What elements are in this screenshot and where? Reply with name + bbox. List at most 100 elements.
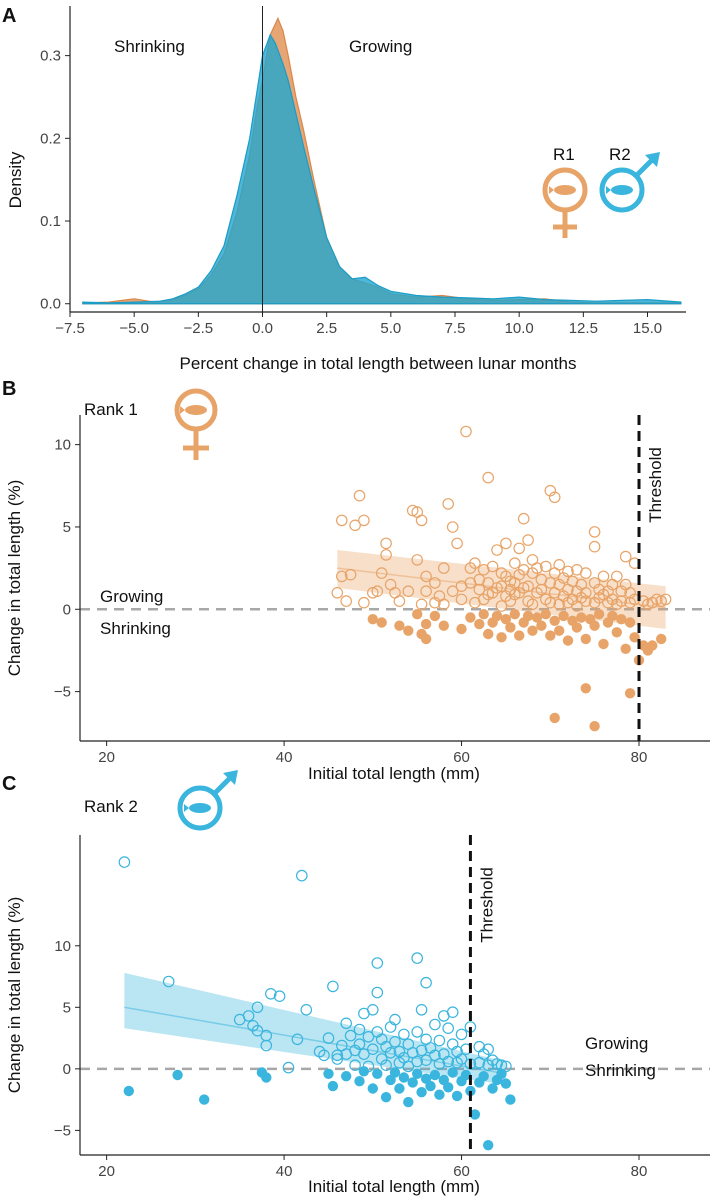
trend-line (337, 567, 666, 609)
growing-point (548, 491, 561, 504)
density-areas (82, 16, 682, 305)
shrinking-point (509, 609, 520, 620)
shrinking-point (425, 1080, 436, 1092)
shrinking-label: Shrinking (114, 37, 185, 56)
density-y-tick-label: 0.0 (40, 296, 61, 313)
density-x-tick-label: −5.0 (119, 320, 149, 337)
growing-point (335, 514, 348, 527)
shrinking-point (429, 1069, 441, 1081)
growing-point (451, 537, 463, 550)
male-symbol-icon (599, 152, 660, 213)
shrinking-point (341, 1071, 352, 1082)
scatter-points (331, 425, 672, 732)
growing-point (517, 512, 530, 525)
growing-point (398, 1028, 410, 1041)
shrinking-point (420, 618, 432, 630)
legend-r1-label: R1 (553, 145, 575, 164)
growing-point (402, 585, 415, 597)
rank2-x-tick-label: 40 (276, 1163, 293, 1180)
growing-point (508, 557, 521, 569)
growing-point (353, 1038, 366, 1050)
growing-point (420, 976, 432, 989)
density-x-tick-label: 0.0 (252, 320, 273, 337)
growing-point (393, 595, 406, 607)
shrinking-point (483, 1140, 494, 1151)
shrinking-point (474, 618, 485, 630)
density-x-tick-label: 12.5 (569, 320, 598, 337)
shrinking-label: Shrinking (100, 619, 171, 638)
y-axis-title: Density (6, 151, 25, 208)
growing-point (331, 1053, 344, 1065)
growing-point (353, 1023, 366, 1036)
rank1-panel: B Rank 1 Threshold Growing Shrinking 20 4… (2, 378, 710, 783)
shrinking-point (491, 610, 503, 622)
growing-point (446, 585, 459, 597)
panel-letter-b: B (2, 378, 16, 400)
rank1-y-tick-label: 5 (63, 519, 71, 536)
growing-point (455, 593, 468, 606)
growing-point (429, 1018, 441, 1031)
growing-point (291, 1033, 304, 1046)
density-x-tick-label: 2.5 (316, 320, 337, 337)
growing-point (495, 600, 508, 612)
growing-point (380, 549, 392, 561)
shrinking-point (549, 712, 560, 724)
growing-point (486, 560, 499, 573)
shrinking-point (407, 1077, 418, 1088)
shrinking-point (412, 1068, 423, 1080)
growing-point (513, 542, 525, 555)
rank1-y-tick-label: 0 (63, 601, 71, 618)
density-x-tick-label: 10.0 (505, 320, 534, 337)
shrinking-point (571, 622, 583, 633)
growing-point (375, 1053, 388, 1065)
growing-point (553, 558, 565, 571)
growing-point (522, 534, 534, 546)
growing-point (420, 585, 432, 597)
shrinking-point (554, 625, 565, 636)
shrinking-point (394, 620, 405, 631)
growing-label: Growing (349, 37, 412, 56)
density-area-r1 (82, 16, 682, 305)
growing-point (491, 1058, 503, 1070)
growing-point (562, 565, 574, 578)
growing-point (322, 1032, 335, 1044)
shrinking-point (358, 1066, 370, 1077)
growing-point (402, 1060, 415, 1073)
growing-point (420, 570, 432, 583)
y-axis-title: Change in total length (%) (5, 480, 24, 677)
growing-point (380, 537, 392, 550)
shrinking-point (478, 1071, 489, 1082)
growing-point (442, 498, 454, 510)
growing-point (260, 1039, 273, 1052)
shrinking-point (616, 614, 627, 625)
growing-point (251, 1024, 264, 1037)
growing-point (344, 1029, 357, 1042)
growing-point (442, 1022, 454, 1034)
growing-point (384, 1047, 397, 1059)
rank2-y-tick-label: 0 (63, 1061, 71, 1078)
growing-point (437, 598, 450, 611)
rank1-y-tick-label: −5 (54, 684, 71, 701)
x-ticks: 20 40 60 80 (98, 741, 647, 766)
shrinking-point (500, 1078, 512, 1089)
growing-point (375, 567, 388, 579)
rank1-y-tick-label: 10 (54, 437, 71, 454)
shrinking-point (598, 638, 609, 650)
growing-point (460, 425, 472, 438)
growing-point (415, 514, 428, 527)
growing-point (353, 489, 366, 502)
shrinking-point (580, 633, 591, 645)
shrinking-point (199, 1094, 210, 1105)
growing-point (251, 1001, 264, 1014)
growing-point (362, 1031, 375, 1043)
shrinking-point (540, 609, 551, 620)
rank2-x-tick-label: 60 (453, 1163, 470, 1180)
shrinking-point (123, 1085, 134, 1097)
shrinking-point (500, 614, 512, 625)
shrinking-point (478, 609, 489, 620)
shrinking-point (514, 630, 525, 641)
growing-point (371, 986, 384, 999)
y-axis-title: Change in total length (%) (5, 897, 24, 1094)
growing-point (544, 596, 557, 609)
